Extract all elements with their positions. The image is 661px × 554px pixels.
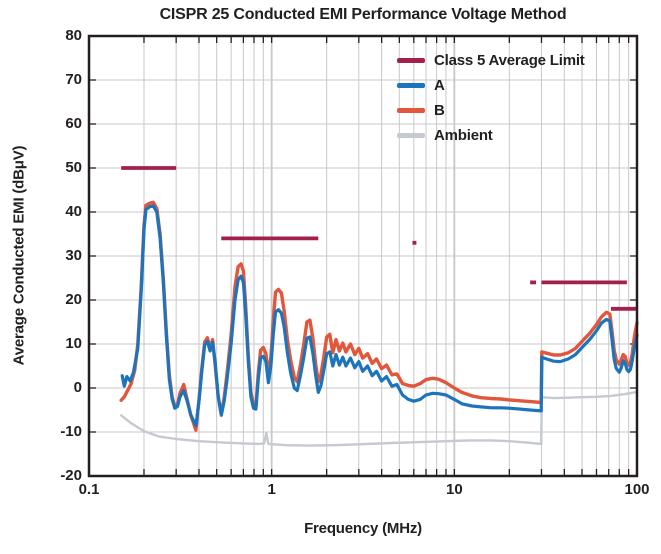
- legend-label-b: B: [434, 102, 445, 119]
- legend-swatch-a: [397, 83, 425, 88]
- y-tick-label: 40: [65, 203, 82, 220]
- y-tick-label: 70: [65, 71, 82, 88]
- legend-swatch-b: [397, 108, 425, 113]
- legend-swatch-limit: [397, 58, 425, 63]
- x-tick-label: 1: [267, 481, 276, 498]
- legend-swatch-ambient: [397, 133, 425, 138]
- y-tick-label: 10: [65, 335, 82, 352]
- x-tick-label: 10: [445, 481, 463, 498]
- y-tick-label: 0: [73, 379, 82, 396]
- y-tick-label: -10: [60, 423, 82, 440]
- x-tick-label: 0.1: [78, 481, 100, 498]
- y-tick-label: 20: [65, 291, 82, 308]
- y-tick-label: -20: [60, 467, 82, 484]
- legend-item-ambient: Ambient: [397, 123, 585, 148]
- plot-border: [87, 34, 639, 478]
- y-tick-label: 80: [65, 27, 82, 44]
- legend-label-ambient: Ambient: [434, 127, 493, 144]
- legend-label-a: A: [434, 77, 445, 94]
- y-tick-label: 50: [65, 159, 82, 176]
- series-a-line: [120, 204, 639, 428]
- y-tick-label: 30: [65, 247, 82, 264]
- series-ambient-line: [120, 390, 639, 447]
- legend: Class 5 Average Limit A B Ambient: [397, 48, 585, 148]
- legend-item-limit: Class 5 Average Limit: [397, 48, 585, 73]
- legend-label-limit: Class 5 Average Limit: [434, 52, 585, 69]
- x-tick-label: 100: [624, 481, 650, 498]
- legend-item-a: A: [397, 73, 585, 98]
- chart-title: CISPR 25 Conducted EMI Performance Volta…: [159, 6, 567, 23]
- y-tick-label: 60: [65, 115, 82, 132]
- x-axis-label: Frequency (MHz): [304, 520, 422, 537]
- legend-item-b: B: [397, 98, 585, 123]
